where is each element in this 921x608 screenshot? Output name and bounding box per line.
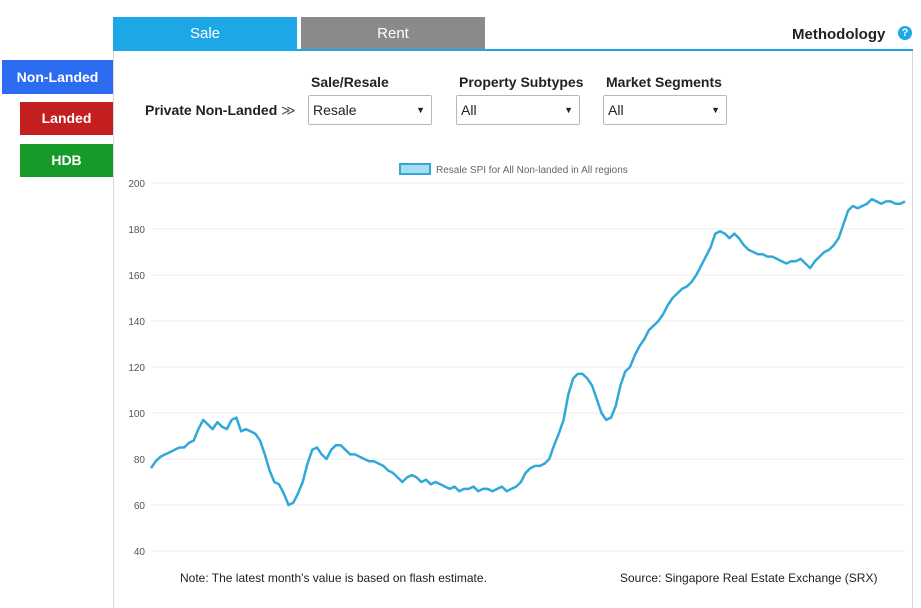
y-tick-label: 180 xyxy=(128,225,145,236)
chevron-down-icon: ▼ xyxy=(711,105,720,115)
breadcrumb: Private Non-Landed ≫ xyxy=(145,102,296,119)
property-subtypes-label: Property Subtypes xyxy=(459,74,584,90)
sidebar-item-landed[interactable]: Landed xyxy=(20,102,113,135)
sale-resale-select[interactable]: Resale ▼ xyxy=(308,95,432,125)
market-segments-select[interactable]: All ▼ xyxy=(603,95,727,125)
sidebar-item-non-landed[interactable]: Non-Landed xyxy=(2,60,113,94)
y-tick-label: 80 xyxy=(134,455,146,466)
chart-panel xyxy=(113,51,913,608)
question-icon[interactable]: ? xyxy=(898,26,912,40)
tab-sale[interactable]: Sale xyxy=(113,17,297,50)
y-tick-label: 200 xyxy=(128,179,145,190)
tab-rent[interactable]: Rent xyxy=(301,17,485,50)
market-segments-value: All xyxy=(608,102,624,118)
property-subtypes-select[interactable]: All ▼ xyxy=(456,95,580,125)
market-segments-label: Market Segments xyxy=(606,74,722,90)
y-tick-label: 60 xyxy=(134,501,146,512)
y-tick-label: 160 xyxy=(128,271,145,282)
y-tick-label: 120 xyxy=(128,363,145,374)
property-subtypes-value: All xyxy=(461,102,477,118)
double-chevron-icon: ≫ xyxy=(281,102,296,118)
breadcrumb-label: Private Non-Landed xyxy=(145,102,278,118)
flash-estimate-note: Note: The latest month's value is based … xyxy=(180,571,487,585)
methodology-link[interactable]: Methodology xyxy=(792,26,886,43)
chart-series-line xyxy=(149,197,906,507)
chevron-down-icon: ▼ xyxy=(564,105,573,115)
sale-resale-value: Resale xyxy=(313,102,357,118)
source-note: Source: Singapore Real Estate Exchange (… xyxy=(620,571,878,585)
y-tick-label: 40 xyxy=(134,547,146,558)
legend-swatch[interactable] xyxy=(399,163,431,175)
tab-underline xyxy=(113,49,913,51)
chevron-down-icon: ▼ xyxy=(416,105,425,115)
y-tick-label: 100 xyxy=(128,409,145,420)
sidebar-item-hdb[interactable]: HDB xyxy=(20,144,113,177)
legend-label: Resale SPI for All Non-landed in All reg… xyxy=(436,165,628,176)
sale-resale-label: Sale/Resale xyxy=(311,74,389,90)
y-tick-label: 140 xyxy=(128,317,145,328)
